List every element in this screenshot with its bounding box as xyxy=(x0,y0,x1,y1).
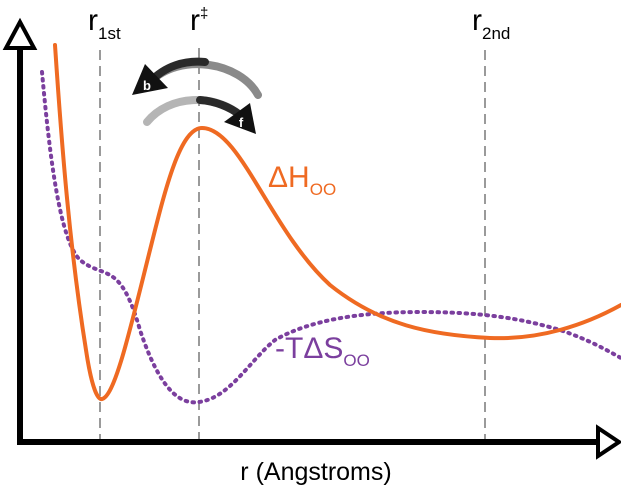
r-ts-label: r‡ xyxy=(190,4,208,37)
y-axis-arrowhead-icon xyxy=(2,17,38,50)
r-1st-label: r1st xyxy=(88,4,121,43)
enthalpy-label: ΔHOO xyxy=(268,161,336,199)
x-axis-label: r (Angstroms) xyxy=(240,458,391,486)
entropy-curve xyxy=(40,70,621,405)
r-2nd-label: r2nd xyxy=(472,4,510,43)
entropy-label: -TΔSOO xyxy=(275,332,370,370)
forward-arrowhead-icon xyxy=(224,103,256,134)
forward-arrow-arc-dark xyxy=(196,96,244,119)
x-axis-arrowhead-icon xyxy=(596,424,621,460)
enthalpy-curve xyxy=(53,43,621,401)
backward-arrowhead-icon xyxy=(132,64,168,95)
forward-arrow-label: f xyxy=(239,115,244,130)
backward-arrow-label: b xyxy=(143,78,151,93)
